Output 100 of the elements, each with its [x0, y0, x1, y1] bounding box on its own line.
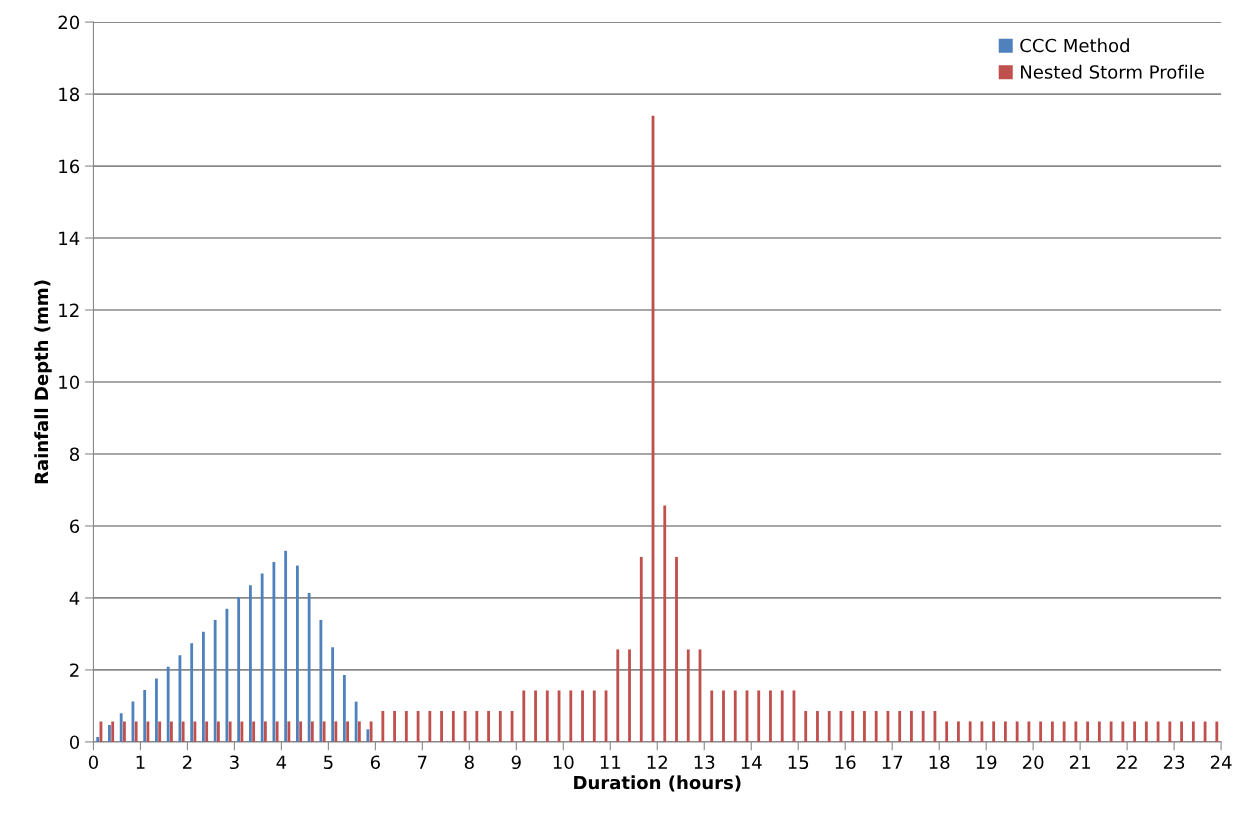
bar — [381, 710, 385, 742]
bar — [287, 721, 291, 742]
bar — [369, 721, 373, 742]
y-tick-label: 0 — [69, 735, 80, 750]
bar — [1027, 721, 1031, 742]
y-tick-label: 8 — [69, 447, 80, 462]
bar — [534, 690, 537, 742]
y-tick-label: 14 — [59, 231, 80, 245]
bar — [592, 690, 596, 742]
bar — [357, 721, 361, 742]
bar — [498, 710, 502, 742]
bar — [1180, 721, 1183, 742]
x-tick-label: 8 — [464, 755, 474, 770]
bar — [393, 710, 397, 742]
bar — [757, 690, 761, 742]
bar — [1121, 721, 1125, 742]
bar — [1191, 721, 1195, 742]
x-tick-label: 15 — [788, 755, 809, 770]
y-tick-label: 18 — [59, 87, 80, 102]
bar — [910, 710, 913, 742]
y-tick-label: 6 — [70, 519, 80, 534]
bar — [1050, 721, 1054, 742]
x-tick-label: 14 — [741, 755, 762, 769]
y-tick-label: 2 — [70, 663, 79, 677]
x-tick-label: 13 — [694, 755, 715, 770]
bar — [1086, 721, 1090, 742]
bar — [108, 725, 111, 742]
bar — [1133, 721, 1137, 742]
x-tick-label: 18 — [929, 755, 950, 770]
bar — [851, 710, 855, 742]
x-tick-label: 9 — [511, 755, 521, 770]
bar — [237, 596, 241, 742]
y-tick-label: 12 — [59, 303, 79, 317]
bar — [190, 643, 194, 742]
y-tick-label: 20 — [58, 15, 80, 30]
bar — [1074, 721, 1078, 742]
y-tick-label: 4 — [69, 591, 80, 605]
bar — [310, 721, 314, 742]
bar — [428, 710, 432, 742]
x-tick-label: 23 — [1163, 755, 1185, 770]
bar — [992, 721, 996, 742]
bar — [366, 729, 370, 742]
x-axis-title: Duration (hours) — [574, 775, 741, 792]
bar — [945, 721, 949, 742]
bar — [272, 561, 276, 742]
bar — [898, 710, 902, 742]
bar — [581, 690, 584, 742]
bar — [143, 690, 147, 742]
bar — [319, 619, 323, 742]
bar — [202, 631, 205, 742]
bar — [111, 721, 115, 742]
x-tick-label: 1 — [136, 755, 145, 769]
bar — [968, 721, 972, 742]
bar — [119, 713, 123, 742]
x-tick-label: 22 — [1116, 755, 1137, 769]
bar — [816, 710, 819, 742]
x-tick-label: 20 — [1022, 755, 1044, 770]
bar — [334, 721, 338, 742]
legend-label: CCC Method — [1020, 38, 1129, 53]
bar — [228, 721, 232, 742]
bar — [769, 690, 772, 742]
bar — [284, 550, 288, 742]
x-tick-label: 0 — [88, 755, 98, 770]
bar — [1039, 721, 1043, 742]
bar — [522, 690, 526, 742]
bar — [181, 721, 185, 742]
bar — [155, 678, 158, 742]
y-axis-title: Rainfall Depth (mm) — [34, 280, 52, 484]
x-tick-label: 6 — [370, 755, 380, 770]
bar — [170, 721, 173, 742]
bar — [134, 721, 138, 742]
bar — [404, 710, 408, 742]
bar — [1168, 721, 1172, 742]
x-tick-label: 21 — [1069, 755, 1090, 769]
bar — [307, 592, 311, 742]
bar — [217, 721, 220, 742]
bar — [722, 690, 725, 742]
bar — [440, 710, 443, 742]
bar — [346, 721, 350, 742]
bar — [295, 565, 299, 742]
bar — [827, 710, 831, 742]
x-tick-label: 7 — [418, 755, 427, 769]
bar — [252, 721, 256, 742]
bar — [322, 721, 326, 742]
bar — [166, 666, 170, 742]
bar — [240, 721, 244, 742]
bar — [1097, 721, 1101, 742]
bar — [663, 505, 667, 742]
bar — [263, 721, 267, 742]
x-tick-label: 5 — [324, 755, 333, 770]
bar — [686, 649, 690, 742]
bar — [980, 721, 984, 742]
bar — [213, 619, 217, 742]
bar — [957, 721, 960, 742]
y-tick-label: 16 — [59, 159, 80, 174]
bar — [299, 721, 303, 742]
x-tick-label: 3 — [230, 755, 239, 770]
y-tick-label: 10 — [59, 375, 80, 390]
bar — [804, 710, 808, 742]
bar — [451, 710, 455, 742]
